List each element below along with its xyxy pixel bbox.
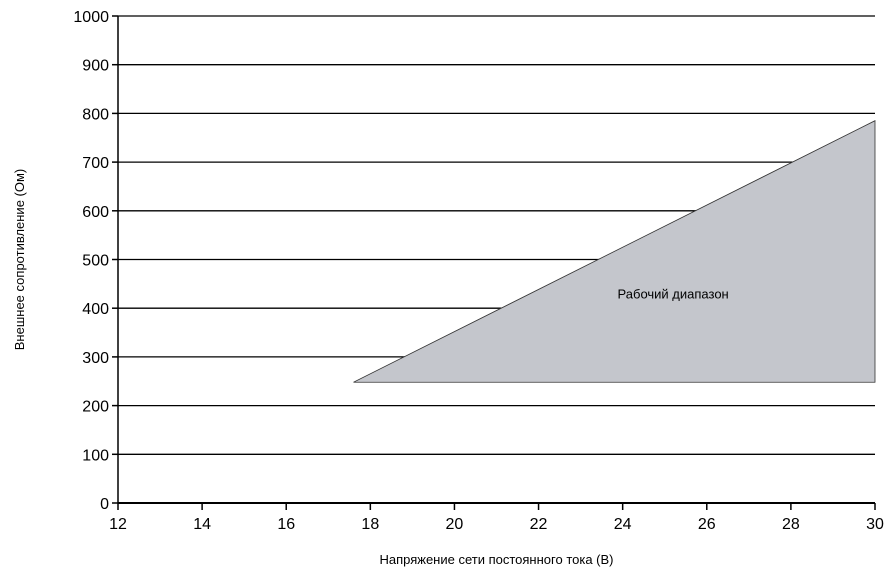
x-tick-label: 26	[698, 516, 716, 533]
x-tick-label: 20	[446, 516, 464, 533]
x-tick-label: 14	[193, 516, 211, 533]
grid-lines	[118, 15, 875, 455]
tick-labels: 0 100 200 300 400 500 600 700 800 900 1000 12 14 16 18…	[73, 9, 884, 533]
y-tick-label: 300	[82, 350, 109, 367]
y-tick-label: 0	[100, 496, 109, 513]
x-tick-label: 22	[530, 516, 548, 533]
x-tick-label: 16	[277, 516, 295, 533]
operating-region-area	[353, 120, 876, 383]
y-tick-label: 1000	[73, 9, 109, 26]
region-label: Рабочий диапазон	[618, 287, 729, 302]
y-tick-label: 400	[82, 301, 109, 318]
y-tick-label: 100	[82, 447, 109, 464]
x-tick-label: 28	[782, 516, 800, 533]
y-tick-label: 200	[82, 399, 109, 416]
y-tick-label: 500	[82, 253, 109, 270]
y-axis-label: Внешнее сопротивление (Ом)	[12, 169, 27, 350]
y-tick-label: 900	[82, 58, 109, 75]
operating-region	[353, 120, 876, 383]
axes	[112, 15, 876, 510]
x-axis-label: Напряжение сети постоянного тока (В)	[379, 552, 613, 567]
x-tick-label: 12	[109, 516, 127, 533]
y-tick-label: 700	[82, 155, 109, 172]
y-tick-label: 800	[82, 106, 109, 123]
y-tick-label: 600	[82, 204, 109, 221]
x-tick-label: 18	[361, 516, 379, 533]
x-tick-label: 24	[614, 516, 632, 533]
x-tick-label: 30	[866, 516, 884, 533]
